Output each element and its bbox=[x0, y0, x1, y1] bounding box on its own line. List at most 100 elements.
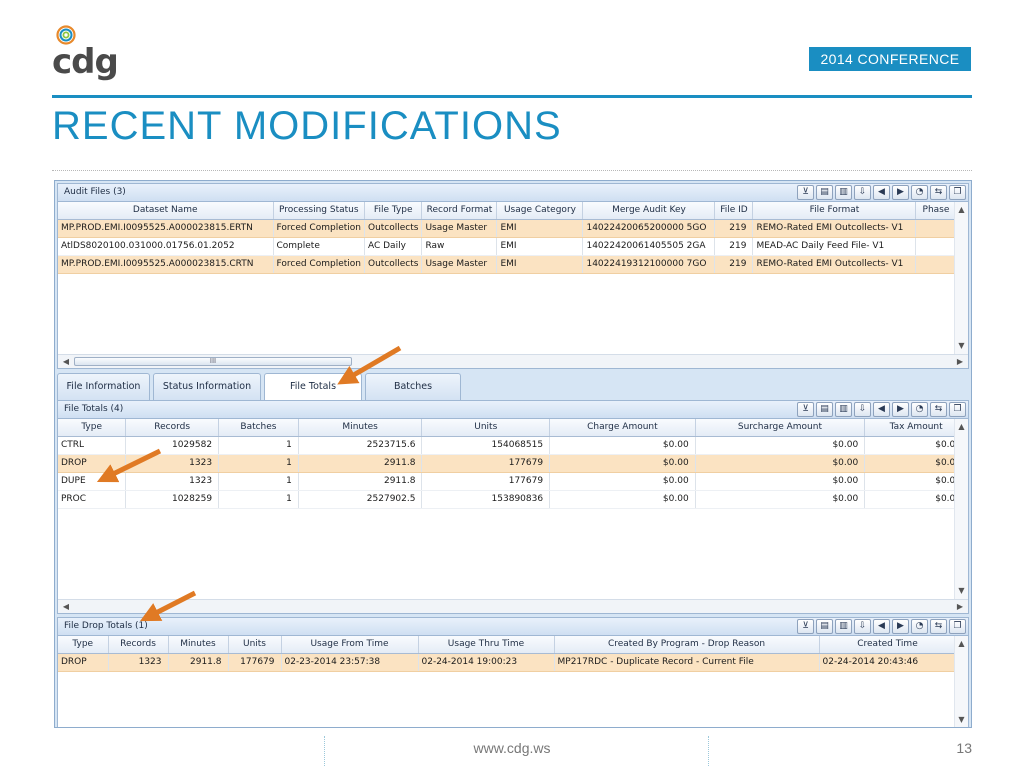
filter-icon[interactable]: ⊻ bbox=[797, 185, 814, 200]
column-header[interactable]: Merge Audit Key bbox=[582, 202, 716, 220]
column-header[interactable]: Tax Amount bbox=[864, 419, 968, 437]
table-cell: REMO-Rated EMI Outcollects- V1 bbox=[752, 255, 917, 274]
column-header[interactable]: Dataset Name bbox=[58, 202, 274, 220]
table-cell: 153890836 bbox=[421, 490, 551, 509]
layout-icon[interactable]: ❐ bbox=[949, 185, 966, 200]
table-row[interactable]: DROP 1323 1 2911.8 177679 $0.00 $0.00 $0.00 bbox=[58, 454, 968, 473]
table-row[interactable]: MP.PROD.EMI.I0095525.A000023815.ERTN Forc… bbox=[58, 219, 957, 238]
table-cell: MP.PROD.EMI.I0095525.A000023815.ERTN bbox=[58, 219, 274, 238]
column-header[interactable]: Batches bbox=[218, 419, 299, 437]
scroll-up-icon[interactable]: ▲ bbox=[958, 422, 965, 431]
column-header[interactable]: Units bbox=[421, 419, 551, 437]
audit-vertical-scrollbar[interactable]: ▲ ▼ bbox=[954, 202, 968, 354]
table-cell: 177679 bbox=[421, 472, 551, 491]
column-header[interactable]: Usage Thru Time bbox=[418, 636, 555, 654]
refresh-icon[interactable]: ◔ bbox=[911, 402, 928, 417]
scroll-up-icon[interactable]: ▲ bbox=[958, 639, 965, 648]
scroll-right-icon[interactable]: ▶ bbox=[956, 602, 964, 611]
audit-horizontal-scrollbar[interactable]: ◀ III ▶ bbox=[58, 354, 968, 368]
column-header[interactable]: Type bbox=[58, 419, 127, 437]
chart-icon[interactable]: ▤ bbox=[816, 402, 833, 417]
back-icon[interactable]: ◀ bbox=[873, 619, 890, 634]
column-header[interactable]: Created By Program - Drop Reason bbox=[554, 636, 820, 654]
filter-icon[interactable]: ⊻ bbox=[797, 619, 814, 634]
table-cell bbox=[915, 255, 957, 274]
back-icon[interactable]: ◀ bbox=[873, 185, 890, 200]
column-header[interactable]: File ID bbox=[714, 202, 754, 220]
tab-file-information[interactable]: File Information bbox=[57, 373, 150, 400]
column-header[interactable]: Minutes bbox=[298, 419, 423, 437]
export-icon[interactable]: ⇩ bbox=[854, 185, 871, 200]
table-row[interactable]: DROP 1323 2911.8 177679 02-23-2014 23:57:38 0… bbox=[58, 653, 957, 672]
table-cell: 1323 bbox=[125, 472, 220, 491]
table-cell bbox=[915, 237, 957, 256]
drop-vertical-scrollbar[interactable]: ▲ ▼ bbox=[954, 636, 968, 727]
forward-icon[interactable]: ▶ bbox=[892, 619, 909, 634]
back-icon[interactable]: ◀ bbox=[873, 402, 890, 417]
table-cell: $0.00 bbox=[549, 454, 696, 473]
export-icon[interactable]: ⇩ bbox=[854, 619, 871, 634]
scroll-left-icon[interactable]: ◀ bbox=[62, 602, 70, 611]
table-cell: 02-23-2014 23:57:38 bbox=[281, 653, 419, 672]
scroll-grip: III bbox=[209, 357, 217, 365]
column-header[interactable]: Usage From Time bbox=[281, 636, 419, 654]
table-cell: $0.00 bbox=[549, 472, 696, 491]
column-header[interactable]: Minutes bbox=[168, 636, 229, 654]
navigate-icon[interactable]: ⇆ bbox=[930, 185, 947, 200]
layout-icon[interactable]: ❐ bbox=[949, 402, 966, 417]
table-cell: Outcollects bbox=[364, 219, 423, 238]
audit-scroll-thumb[interactable]: III bbox=[74, 357, 352, 366]
grid-icon[interactable]: ▥ bbox=[835, 185, 852, 200]
totals-vertical-scrollbar[interactable]: ▲ ▼ bbox=[954, 419, 968, 599]
chart-icon[interactable]: ▤ bbox=[816, 185, 833, 200]
tab-file-totals[interactable]: File Totals bbox=[264, 373, 362, 401]
table-row[interactable]: PROC 1028259 1 2527902.5 153890836 $0.00 $0.00… bbox=[58, 490, 968, 509]
column-header[interactable]: Created Time bbox=[819, 636, 957, 654]
table-cell: 2911.8 bbox=[298, 454, 423, 473]
forward-icon[interactable]: ▶ bbox=[892, 185, 909, 200]
scroll-down-icon[interactable]: ▼ bbox=[958, 341, 965, 350]
navigate-icon[interactable]: ⇆ bbox=[930, 402, 947, 417]
conference-badge: 2014 CONFERENCE bbox=[809, 47, 971, 71]
column-header[interactable]: File Type bbox=[364, 202, 423, 220]
column-header[interactable]: Charge Amount bbox=[549, 419, 696, 437]
navigate-icon[interactable]: ⇆ bbox=[930, 619, 947, 634]
scroll-down-icon[interactable]: ▼ bbox=[958, 715, 965, 724]
column-header[interactable]: Units bbox=[228, 636, 282, 654]
table-cell: AC Daily bbox=[364, 237, 423, 256]
chart-icon[interactable]: ▤ bbox=[816, 619, 833, 634]
tab-batches[interactable]: Batches bbox=[365, 373, 461, 400]
scroll-left-icon[interactable]: ◀ bbox=[62, 357, 70, 366]
column-header[interactable]: Usage Category bbox=[496, 202, 584, 220]
layout-icon[interactable]: ❐ bbox=[949, 619, 966, 634]
forward-icon[interactable]: ▶ bbox=[892, 402, 909, 417]
tab-status-information[interactable]: Status Information bbox=[153, 373, 261, 400]
scroll-right-icon[interactable]: ▶ bbox=[956, 357, 964, 366]
column-header[interactable]: Processing Status bbox=[273, 202, 365, 220]
scroll-down-icon[interactable]: ▼ bbox=[958, 586, 965, 595]
table-row[interactable]: CTRL 1029582 1 2523715.6 154068515 $0.00 $0.00… bbox=[58, 436, 968, 455]
column-header[interactable]: Records bbox=[125, 419, 220, 437]
column-header[interactable]: Record Format bbox=[421, 202, 498, 220]
refresh-icon[interactable]: ◔ bbox=[911, 185, 928, 200]
scroll-up-icon[interactable]: ▲ bbox=[958, 205, 965, 214]
table-row[interactable]: AtlDS8020100.031000.01756.01.2052 Complet… bbox=[58, 237, 957, 256]
column-header[interactable]: Type bbox=[58, 636, 109, 654]
column-header[interactable]: Records bbox=[108, 636, 169, 654]
column-header[interactable]: Phase bbox=[915, 202, 957, 220]
grid-icon[interactable]: ▥ bbox=[835, 402, 852, 417]
table-cell: $0.00 bbox=[695, 490, 866, 509]
column-header[interactable]: Surcharge Amount bbox=[695, 419, 866, 437]
filter-icon[interactable]: ⊻ bbox=[797, 402, 814, 417]
refresh-icon[interactable]: ◔ bbox=[911, 619, 928, 634]
table-cell: 2527902.5 bbox=[298, 490, 423, 509]
table-row[interactable]: DUPE 1323 1 2911.8 177679 $0.00 $0.00 $0.00 bbox=[58, 472, 968, 491]
export-icon[interactable]: ⇩ bbox=[854, 402, 871, 417]
table-cell: 177679 bbox=[421, 454, 551, 473]
slide-title: RECENT MODIFICATIONS bbox=[52, 104, 562, 148]
column-header[interactable]: File Format bbox=[752, 202, 917, 220]
totals-horizontal-scrollbar[interactable]: ◀ ▶ bbox=[58, 599, 968, 613]
grid-icon[interactable]: ▥ bbox=[835, 619, 852, 634]
table-row[interactable]: MP.PROD.EMI.I0095525.A000023815.CRTN Forc… bbox=[58, 255, 957, 274]
table-cell: 1323 bbox=[108, 653, 169, 672]
